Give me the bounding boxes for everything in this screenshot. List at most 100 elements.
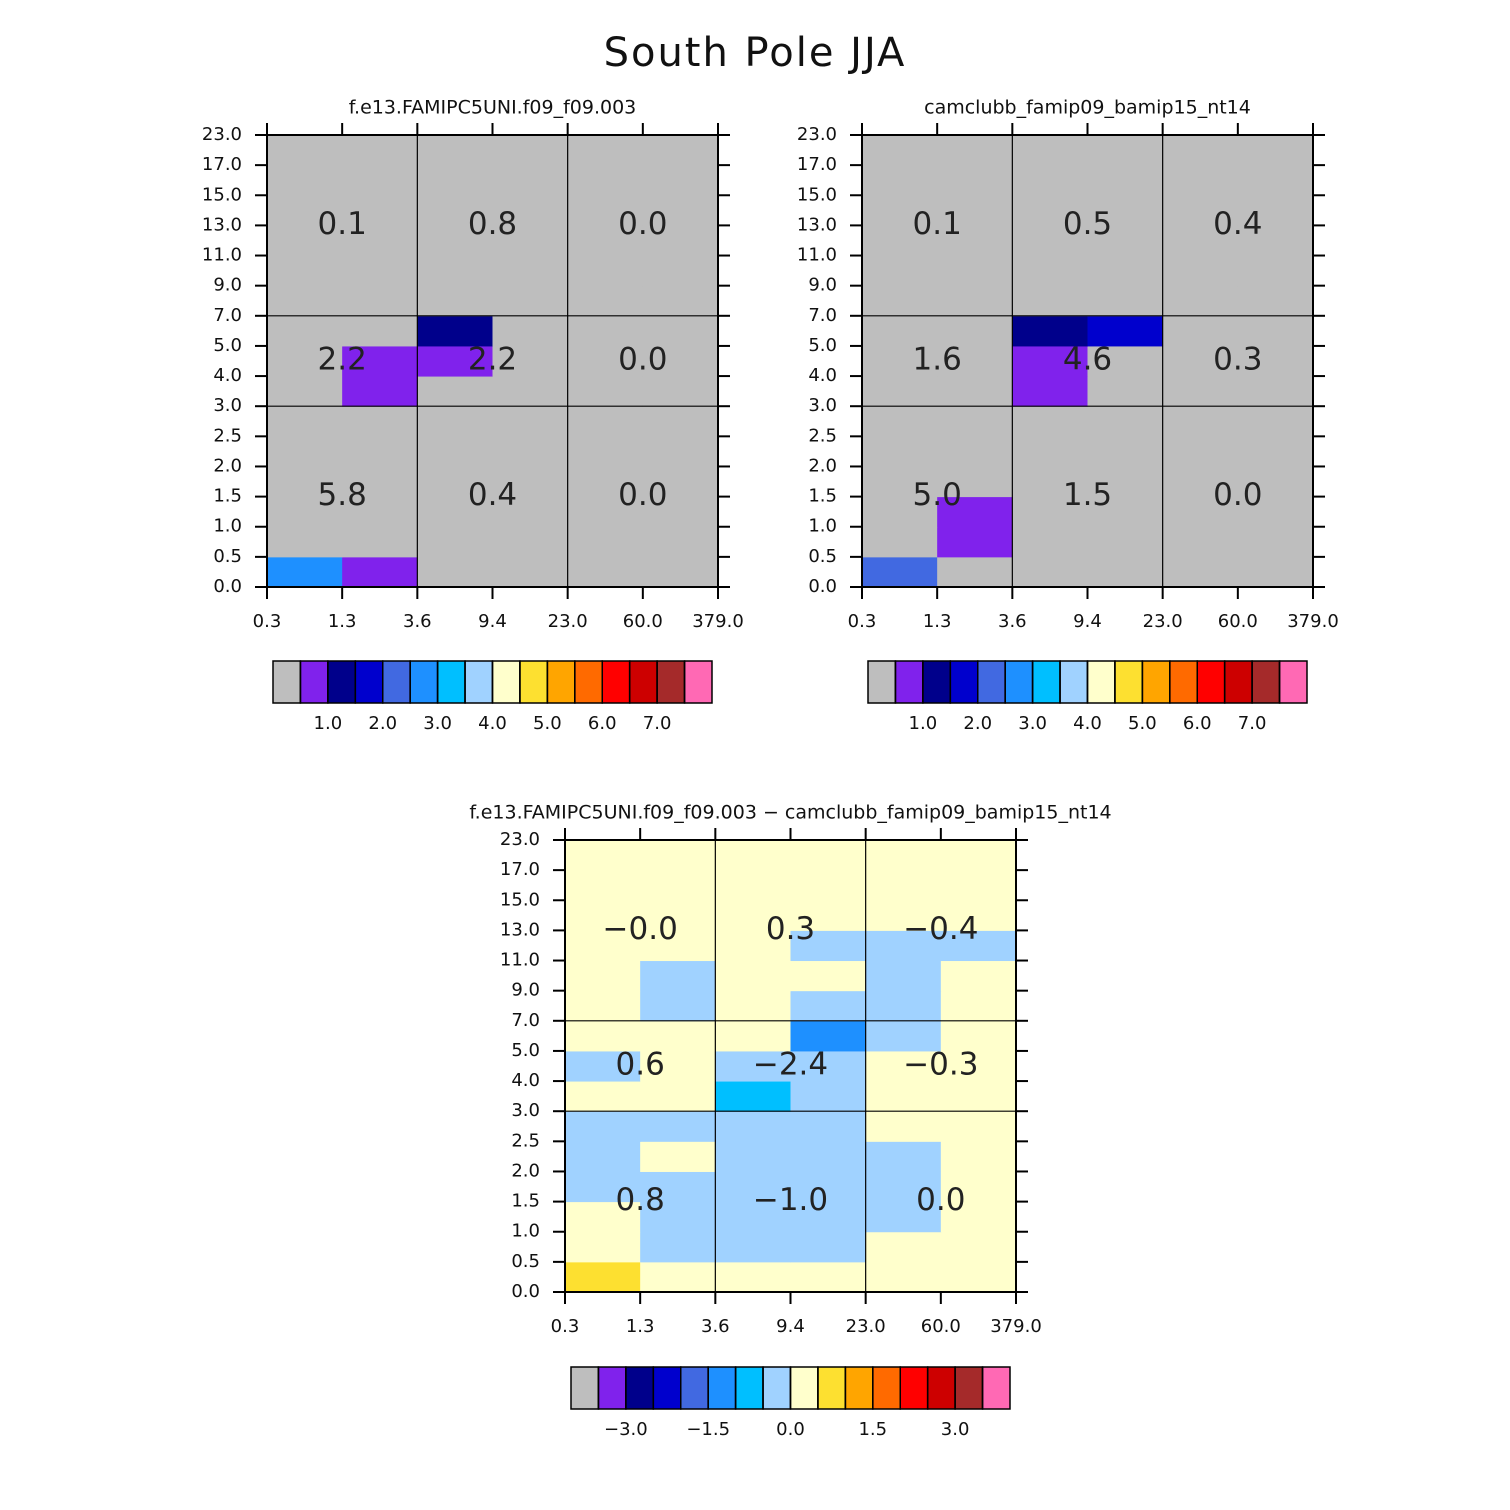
colorbar-box [707,1366,737,1410]
colorbar-box [382,660,411,704]
y-tick-label: 7.0 [213,305,242,326]
cell [567,466,644,498]
group-value: 0.1 [318,206,367,242]
cell [1012,225,1088,257]
cell [1237,436,1314,467]
cell [790,990,867,1022]
colorbar-box [519,660,549,704]
x-tick-label: 23.0 [1143,611,1183,632]
cell [940,1201,1017,1233]
colorbar-box [867,660,897,704]
cell [862,195,938,226]
cell [417,135,493,166]
cell [640,1171,716,1203]
group-value: 0.0 [618,477,667,513]
cell [267,255,343,287]
cell [642,135,719,166]
cell [862,225,938,257]
group-value: 0.4 [1213,206,1262,242]
cell [492,345,569,377]
cell [790,1050,867,1082]
cell [862,315,938,347]
cell [1012,556,1088,588]
cell [1087,436,1164,467]
cell [1087,466,1164,498]
cell [567,406,644,437]
cell [1237,315,1314,347]
cell [937,556,1013,588]
cell [417,165,493,196]
cell [715,870,791,901]
colorbar-box [734,1366,764,1410]
y-tick-label: 4.0 [511,1070,540,1091]
group-value: −2.4 [753,1047,828,1083]
group-value: −0.4 [903,911,978,947]
cell [1162,345,1239,377]
cell [417,406,493,437]
y-tick-label: 13.0 [202,214,242,235]
cell [417,556,493,588]
cell [865,1141,942,1172]
cell [267,285,343,317]
colorbar-box [1141,660,1171,704]
colorbar-box [949,660,979,704]
cell [862,255,938,287]
cell [565,1111,641,1142]
y-tick-label: 1.0 [511,1221,540,1242]
cell [567,436,644,467]
cell [567,255,644,287]
y-tick-label: 2.5 [213,425,242,446]
colorbar-tick-label: 3.0 [423,713,452,734]
group-value: 0.3 [766,911,815,947]
colorbar-box [574,660,603,704]
colorbar-box [601,660,631,704]
cell [715,960,791,992]
cell [940,900,1017,931]
cell [790,1081,867,1112]
cell [1012,255,1088,287]
colorbar-box [680,1366,709,1410]
cell [565,1020,641,1052]
x-tick-label: 0.3 [848,611,877,632]
cell [342,255,418,287]
cell [1162,135,1239,166]
x-tick-label: 379.0 [692,611,744,632]
colorbar-tick-label: 5.0 [533,713,562,734]
cell [565,930,641,962]
group-value: 4.6 [1063,342,1112,378]
cell [492,195,569,226]
colorbar-box [817,1366,847,1410]
y-tick-label: 0.0 [511,1281,540,1302]
cell [865,960,942,992]
colorbar-box [354,660,384,704]
cell [715,1141,791,1172]
cell [940,930,1017,962]
cell [267,526,343,558]
cell [342,225,418,257]
cell [567,496,644,528]
panel-title: f.e13.FAMIPC5UNI.f09_f09.003 − camclubb_… [469,802,1111,824]
y-tick-label: 13.0 [797,214,837,235]
cell [865,1261,942,1293]
colorbar-box [894,660,924,704]
cell [417,195,493,226]
cell [865,840,942,871]
cell [565,1171,641,1203]
cell [565,1081,641,1112]
colorbar-box [1114,660,1144,704]
colorbar-tick-label: −3.0 [604,1419,648,1440]
colorbar-box [1086,660,1116,704]
group-value: 0.0 [618,342,667,378]
colorbar-box [628,660,658,704]
cell [940,990,1017,1022]
x-tick-label: 0.3 [253,611,282,632]
cell [342,496,418,528]
cell [640,1111,716,1142]
cell [1012,165,1088,196]
group-value: 0.0 [618,206,667,242]
group-value: 5.0 [913,477,962,513]
cell [937,345,1013,377]
cell [492,466,569,498]
cell [1237,556,1314,588]
cell [865,1020,942,1052]
